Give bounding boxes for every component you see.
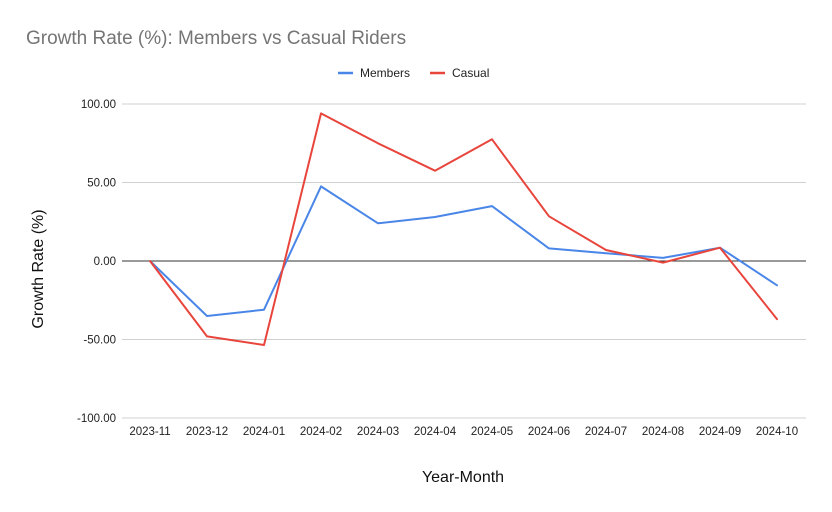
- gridlines: [122, 103, 806, 419]
- x-tick-label: 2024-03: [357, 426, 399, 438]
- x-tick-label: 2023-11: [129, 426, 170, 438]
- y-tick-label: 100.00: [81, 99, 116, 111]
- y-axis-ticks: 100.00 50.00 0.00 -50.00 -100.00: [77, 99, 116, 425]
- legend-label-casual: Casual: [452, 66, 489, 80]
- x-tick-label: 2024-09: [699, 426, 741, 438]
- legend: Members Casual: [338, 66, 489, 80]
- x-tick-label: 2024-07: [585, 426, 627, 438]
- x-tick-label: 2024-01: [243, 426, 285, 438]
- x-tick-label: 2024-06: [528, 426, 570, 438]
- series-line-members: [149, 185, 778, 317]
- x-tick-label: 2024-08: [642, 426, 684, 438]
- x-tick-label: 2024-10: [756, 426, 798, 438]
- y-tick-label: 50.00: [87, 178, 116, 190]
- legend-label-members: Members: [360, 66, 410, 80]
- x-tick-label: 2024-05: [471, 426, 513, 438]
- x-axis-ticks: 2023-11 2023-12 2024-01 2024-02 2024-03 2024-…: [129, 426, 798, 438]
- y-tick-label: 0.00: [94, 256, 116, 268]
- y-axis-title: Growth Rate (%): [30, 209, 47, 328]
- x-axis-title: Year-Month: [422, 469, 504, 486]
- x-tick-label: 2024-04: [414, 426, 457, 438]
- x-tick-label: 2023-12: [186, 426, 228, 438]
- y-tick-label: -100.00: [77, 413, 116, 425]
- series-lines: [149, 112, 778, 346]
- y-tick-label: -50.00: [83, 335, 116, 347]
- chart-title: Growth Rate (%): Members vs Casual Rider…: [26, 28, 406, 49]
- x-tick-label: 2024-02: [300, 426, 342, 438]
- series-line-casual: [149, 112, 778, 346]
